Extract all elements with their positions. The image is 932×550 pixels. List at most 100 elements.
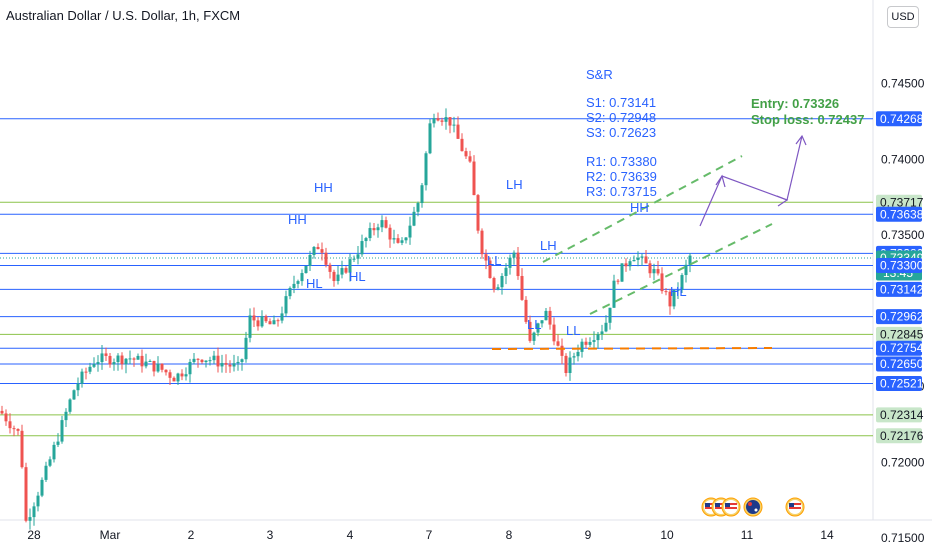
structure-label: HL [670,284,687,299]
candle-body [492,278,496,290]
channel-lower-line[interactable] [589,223,773,315]
price-tag-label: 0.73142 [880,282,924,296]
candle-body [368,228,372,239]
candle-body [120,355,124,365]
candle-body [380,220,384,228]
us-flag-icon[interactable] [785,497,805,517]
x-tick-label: 4 [347,528,354,542]
channel-upper-line[interactable] [542,155,743,263]
candle-body [404,237,408,241]
candle-body [12,428,16,430]
candle-body [220,363,224,367]
candle-body [196,358,200,360]
candle-body [444,117,448,122]
candle-body [232,363,236,367]
us-flag-icon[interactable] [721,497,741,517]
chart-title: Australian Dollar / U.S. Dollar, 1h, FXC… [6,8,241,23]
candle-body [392,238,396,240]
au-flag-icon[interactable] [743,497,763,517]
y-tick-label: 0.71500 [881,531,925,545]
candle-body [88,366,92,372]
candle-body [440,120,444,122]
candle-body [428,123,432,154]
price-tag [876,376,922,392]
candle-body [536,323,540,333]
price-tag-label: 0.72521 [880,377,924,391]
candle-body [272,320,276,325]
candle-body [400,240,404,243]
snr-title: S&R [586,67,613,82]
candle-body [4,413,8,422]
candle-body [456,124,460,139]
candle-body [416,203,420,212]
candle-body [132,358,136,360]
candle-body [316,246,320,250]
candle-body [264,316,268,322]
candle-body [216,355,220,367]
candle-body [596,334,600,341]
candle-body [680,275,684,290]
structure-label: LL [527,317,541,332]
candle-body [552,324,556,342]
candle-body [360,241,364,255]
price-tag [876,206,922,222]
candle-body [688,255,692,265]
candle-body [560,345,564,356]
x-tick-label: 2 [188,528,195,542]
candle-body [56,441,60,445]
candle-body [248,315,252,338]
candle-body [396,238,400,243]
support-level-text: S1: 0.73141 [586,95,656,110]
candle-body [152,360,156,372]
candle-body [288,287,292,297]
candle-body [180,373,184,377]
projection-path[interactable] [699,135,803,227]
candle-body [420,185,424,204]
y-tick-label: 0.74000 [881,152,925,166]
candle-body [228,364,232,367]
candle-body [524,299,528,322]
price-tag [876,326,922,342]
candle-body [576,351,580,357]
currency-button[interactable]: USD [887,6,919,28]
candle-body [676,289,680,291]
candle-body [604,322,608,332]
candle-body [92,363,96,367]
candle-body [284,296,288,314]
structure-label: HH [314,180,333,195]
candle-body [84,371,88,373]
candle-body [408,225,412,238]
candle-body [48,459,52,466]
candle-body [564,355,568,374]
candle-body [100,353,104,363]
candle-body [424,153,428,186]
candle-body [52,444,56,460]
candle-body [508,257,512,268]
candle-body [104,353,108,356]
candle-body [344,268,348,273]
candle-body [72,390,76,400]
candle-body [588,341,592,345]
candle-body [684,264,688,276]
x-tick-label: 8 [506,528,513,542]
candle-body [276,320,280,322]
price-tag-label: 0.72314 [880,408,924,422]
candle-body [620,263,624,282]
x-tick-label: 11 [741,528,754,542]
arrow-head-icon [776,195,789,207]
price-tag [876,194,922,210]
economic-events-icons[interactable] [701,497,805,517]
candle-body [184,374,188,377]
price-tag-label: 0.74268 [880,112,924,126]
support-level-text: S2: 0.72948 [586,110,656,125]
candle-body [96,362,100,364]
candle-body [628,261,632,267]
candle-body [480,230,484,255]
candle-body [148,360,152,362]
candle-body [616,280,620,282]
candle-body [44,465,48,480]
candle-body [136,355,140,360]
x-tick-label: 7 [426,528,433,542]
candle-body [300,273,304,282]
